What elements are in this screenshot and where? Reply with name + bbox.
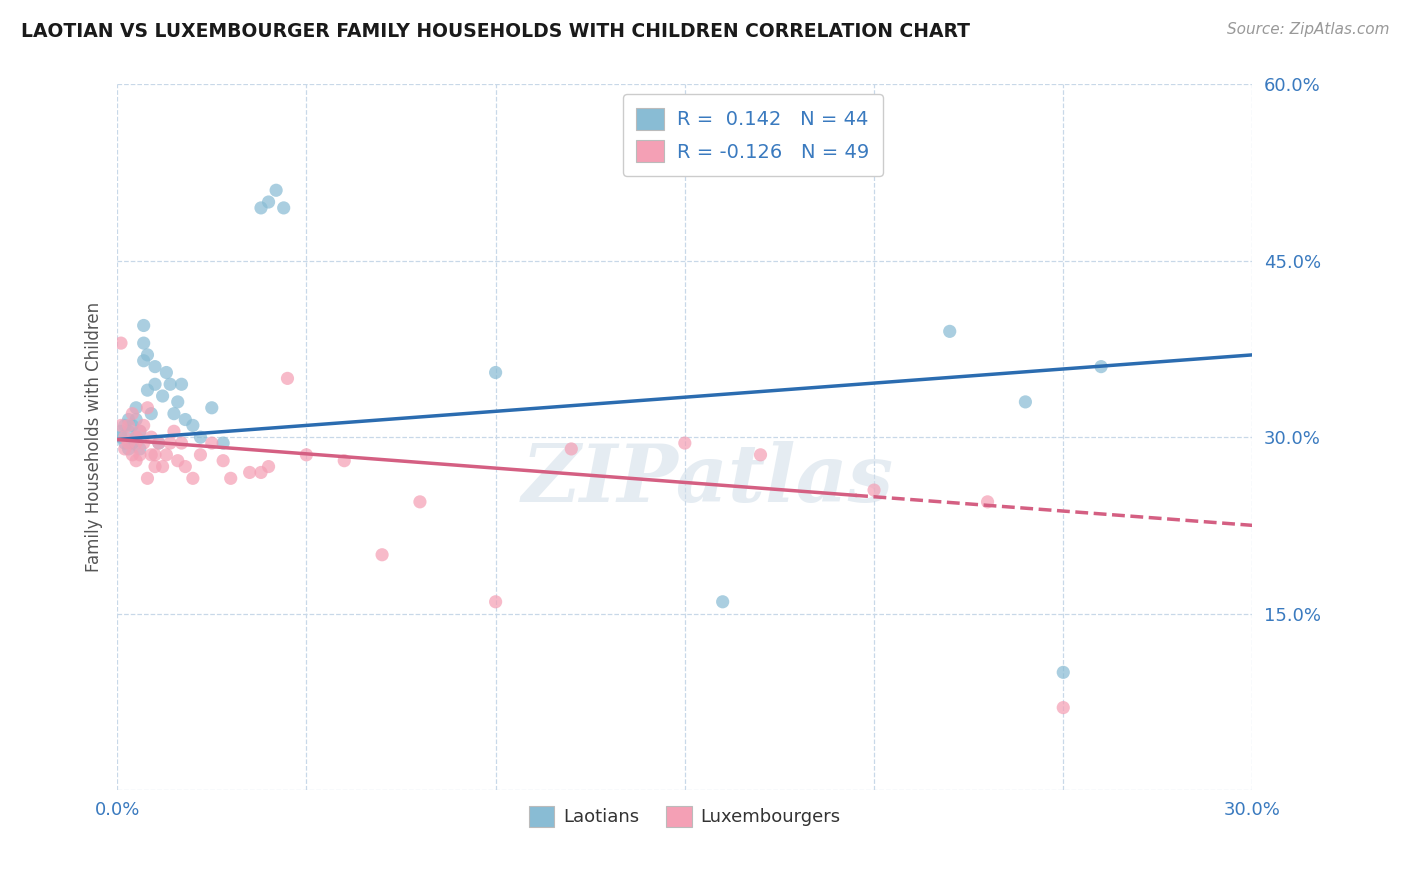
Point bbox=[257, 194, 280, 209]
Point bbox=[152, 389, 174, 403]
Point bbox=[264, 183, 287, 197]
Point bbox=[273, 201, 295, 215]
Point bbox=[181, 418, 204, 433]
Point bbox=[155, 366, 177, 380]
Point bbox=[114, 418, 136, 433]
Point bbox=[132, 336, 155, 351]
Point bbox=[1052, 665, 1074, 680]
Point bbox=[166, 453, 188, 467]
Point bbox=[121, 407, 143, 421]
Point bbox=[110, 336, 132, 351]
Point bbox=[152, 459, 174, 474]
Point bbox=[174, 412, 197, 426]
Point bbox=[110, 425, 132, 439]
Point bbox=[276, 371, 298, 385]
Point bbox=[190, 430, 212, 444]
Point bbox=[114, 442, 136, 456]
Point bbox=[136, 383, 159, 397]
Point bbox=[132, 436, 155, 450]
Text: LAOTIAN VS LUXEMBOURGER FAMILY HOUSEHOLDS WITH CHILDREN CORRELATION CHART: LAOTIAN VS LUXEMBOURGER FAMILY HOUSEHOLD… bbox=[21, 22, 970, 41]
Point bbox=[170, 377, 193, 392]
Text: ZIPatlas: ZIPatlas bbox=[522, 441, 894, 518]
Point bbox=[163, 407, 186, 421]
Point bbox=[484, 595, 506, 609]
Point bbox=[938, 324, 960, 338]
Text: Source: ZipAtlas.com: Source: ZipAtlas.com bbox=[1226, 22, 1389, 37]
Point bbox=[117, 418, 139, 433]
Point bbox=[212, 453, 235, 467]
Point bbox=[190, 448, 212, 462]
Point bbox=[170, 436, 193, 450]
Point bbox=[174, 459, 197, 474]
Y-axis label: Family Households with Children: Family Households with Children bbox=[86, 302, 103, 573]
Point bbox=[125, 401, 148, 415]
Point bbox=[409, 495, 432, 509]
Point bbox=[201, 401, 224, 415]
Point bbox=[863, 483, 886, 497]
Point bbox=[136, 401, 159, 415]
Point bbox=[250, 466, 273, 480]
Point bbox=[110, 418, 132, 433]
Point bbox=[141, 407, 163, 421]
Point bbox=[1090, 359, 1112, 374]
Point bbox=[1014, 395, 1036, 409]
Point bbox=[125, 453, 148, 467]
Point bbox=[132, 353, 155, 368]
Point bbox=[143, 359, 166, 374]
Legend: Laotians, Luxembourgers: Laotians, Luxembourgers bbox=[522, 798, 848, 834]
Point bbox=[163, 425, 186, 439]
Point bbox=[136, 348, 159, 362]
Point bbox=[125, 412, 148, 426]
Point bbox=[143, 448, 166, 462]
Point bbox=[1052, 700, 1074, 714]
Point bbox=[166, 395, 188, 409]
Point bbox=[159, 436, 181, 450]
Point bbox=[110, 430, 132, 444]
Point bbox=[136, 471, 159, 485]
Point bbox=[114, 430, 136, 444]
Point bbox=[128, 425, 150, 439]
Point bbox=[117, 412, 139, 426]
Point bbox=[239, 466, 262, 480]
Point bbox=[148, 436, 170, 450]
Point bbox=[141, 448, 163, 462]
Point bbox=[212, 436, 235, 450]
Point bbox=[560, 442, 582, 456]
Point bbox=[125, 430, 148, 444]
Point bbox=[749, 448, 772, 462]
Point bbox=[976, 495, 998, 509]
Point bbox=[295, 448, 318, 462]
Point bbox=[132, 318, 155, 333]
Point bbox=[121, 436, 143, 450]
Point bbox=[125, 430, 148, 444]
Point bbox=[143, 377, 166, 392]
Point bbox=[159, 377, 181, 392]
Point bbox=[155, 448, 177, 462]
Point bbox=[125, 436, 148, 450]
Point bbox=[371, 548, 394, 562]
Point bbox=[141, 430, 163, 444]
Point bbox=[128, 448, 150, 462]
Point bbox=[148, 436, 170, 450]
Point bbox=[219, 471, 242, 485]
Point bbox=[711, 595, 734, 609]
Point bbox=[257, 459, 280, 474]
Point bbox=[121, 448, 143, 462]
Point bbox=[333, 453, 356, 467]
Point bbox=[117, 436, 139, 450]
Point bbox=[673, 436, 696, 450]
Point bbox=[250, 201, 273, 215]
Point bbox=[117, 425, 139, 439]
Point bbox=[114, 436, 136, 450]
Point bbox=[132, 418, 155, 433]
Point bbox=[128, 442, 150, 456]
Point bbox=[117, 442, 139, 456]
Point bbox=[121, 418, 143, 433]
Point bbox=[128, 425, 150, 439]
Point bbox=[201, 436, 224, 450]
Point bbox=[181, 471, 204, 485]
Point bbox=[484, 366, 506, 380]
Point bbox=[143, 459, 166, 474]
